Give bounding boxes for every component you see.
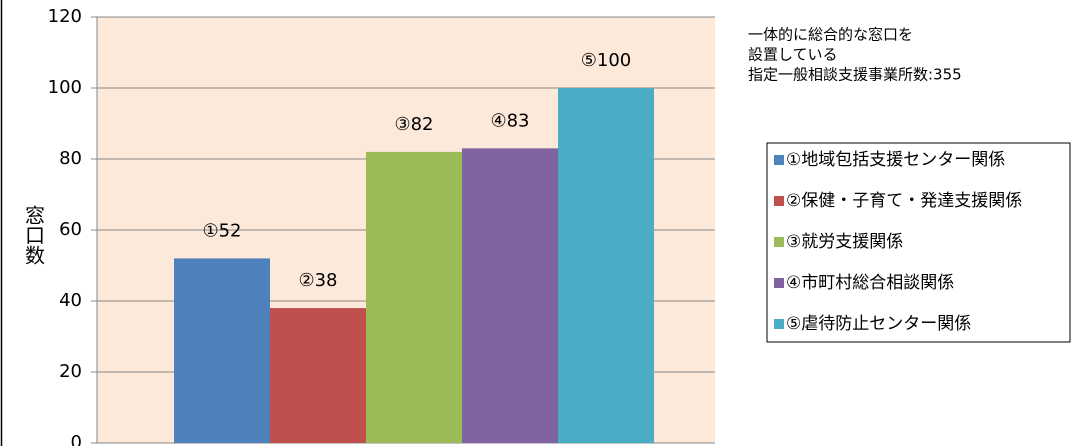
y-tick-label: 20 <box>59 361 82 382</box>
annotation: 一体的に総合的な窓口を <box>748 26 913 44</box>
data-label: ①52 <box>202 220 241 241</box>
bar <box>558 88 654 443</box>
bar <box>366 151 462 443</box>
y-axis-label: 窓口数 <box>22 205 46 265</box>
y-tick-label: 80 <box>59 148 82 169</box>
bar <box>174 258 270 443</box>
y-tick-label: 120 <box>48 6 82 27</box>
legend-swatch <box>774 237 784 247</box>
data-label: ④83 <box>490 110 529 131</box>
y-tick-label: 60 <box>59 219 82 240</box>
data-label: ⑤100 <box>581 50 632 71</box>
y-tick-label: 100 <box>48 77 82 98</box>
legend-swatch <box>774 319 784 329</box>
annotation: 指定一般相談支援事業所数:355 <box>748 66 962 84</box>
data-label: ②38 <box>298 270 337 291</box>
legend-label: ④市町村総合相談関係 <box>786 273 954 293</box>
y-tick-label: 40 <box>59 290 82 311</box>
legend-swatch <box>774 196 784 206</box>
legend-label: ③就労支援関係 <box>786 232 903 252</box>
legend-box <box>766 142 1071 343</box>
legend-label: ②保健・子育て・発達支援関係 <box>786 191 1022 211</box>
legend-swatch <box>774 278 784 288</box>
bar <box>462 148 558 443</box>
bar <box>270 308 366 443</box>
legend-label: ⑤虐待防止センター関係 <box>786 314 971 334</box>
legend-label: ①地域包括支援センター関係 <box>786 150 1005 170</box>
data-label: ③82 <box>394 114 433 135</box>
legend-swatch <box>774 155 784 165</box>
annotation: 設置している <box>748 46 838 64</box>
y-tick-label: 0 <box>71 432 82 446</box>
